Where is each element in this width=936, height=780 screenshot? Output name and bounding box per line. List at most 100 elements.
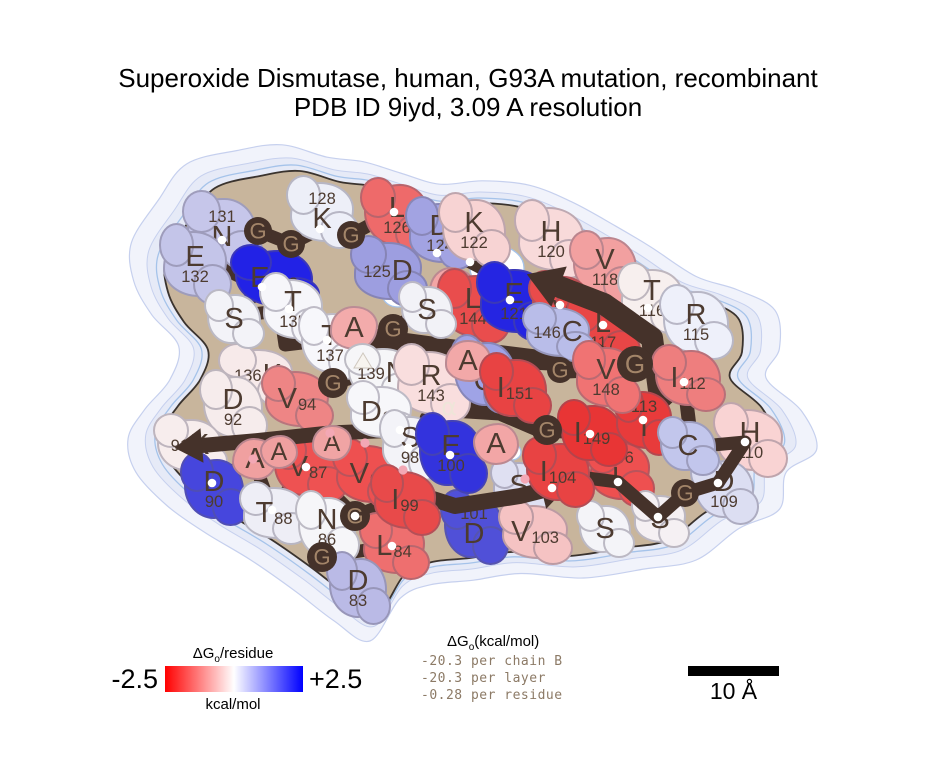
residue-blob-S: S [398, 280, 457, 340]
colorbar-title-suffix: /residue [219, 645, 274, 662]
residue-letter: L [594, 306, 612, 339]
residue-blob-E132: E 132 [159, 223, 233, 305]
residue-number: 125 [363, 263, 391, 282]
residue-number: 88 [274, 510, 293, 529]
residue-number: 110 [736, 443, 764, 462]
residue-letter: V [596, 353, 616, 386]
residue-blob-V103: V 103 [497, 499, 574, 565]
colorbar-title-sub: o [214, 654, 220, 665]
residue-number: 122 [460, 233, 488, 252]
residue-letter: D [360, 395, 382, 428]
residue-blob-V94: V 94 [261, 364, 335, 434]
residue-letter: D [347, 564, 369, 597]
residue-letter: L [611, 462, 629, 495]
residue-letter: R [420, 359, 442, 392]
residue-letter: L [388, 191, 406, 224]
residue-number: 149 [582, 430, 611, 449]
residue-letter: H [739, 416, 761, 449]
energy-line-chain: -20.3 per chain B [421, 654, 563, 669]
residue-number: 131 [208, 207, 236, 226]
residue-letter: N [316, 503, 338, 536]
residue-number: 109 [710, 492, 738, 511]
residue-letter: E [185, 240, 205, 273]
residue-blob-K128: K 128 [286, 175, 360, 249]
residue-number: 115 [682, 325, 710, 344]
residue-letter: V [595, 243, 615, 276]
residue-blob-D101: D 101 [440, 488, 509, 566]
residue-letter: K [312, 203, 332, 236]
residue-number: 132 [181, 267, 209, 286]
residue-number: 137 [316, 346, 344, 365]
residue-number: 90 [204, 492, 224, 511]
residue-letter: V [349, 457, 369, 490]
energy-title-prefix: ΔG [447, 633, 469, 650]
residue-letter: I [670, 361, 679, 394]
residue-letter: S [417, 293, 437, 326]
residue-letter: V [277, 382, 297, 415]
residue-number: 84 [393, 543, 412, 562]
residue-blob-I149: I 149 [557, 398, 628, 468]
residue-letter: I [391, 483, 400, 516]
residue-number: 128 [308, 189, 336, 208]
residue-letter: I [639, 411, 649, 444]
residue-letter: H [540, 215, 562, 248]
residue-letter: D [713, 465, 735, 498]
residue-blob-I112: I 112 [650, 343, 727, 413]
residue-letter: V [511, 515, 531, 548]
residue-letter: S [595, 512, 615, 545]
residue-number: 92 [223, 410, 243, 429]
residue-blob-I151: I 151 [479, 352, 553, 424]
residue-letter: S [224, 302, 244, 335]
residue-letter: I [539, 455, 548, 488]
residue-letter: T [643, 274, 661, 307]
residue-letter: A [486, 427, 506, 460]
figure-title: Superoxide Dismutase, human, G93A mutati… [0, 63, 936, 123]
title-line-2: PDB ID 9iyd, 3.09 A resolution [293, 92, 643, 123]
colorbar-title: ΔGo/residue [160, 645, 306, 665]
residue-letter: S [509, 469, 529, 502]
residue-blob-A: A [260, 435, 298, 469]
residue-number: 118 [591, 270, 619, 289]
residue-letter: L [376, 529, 393, 562]
energy-legend-title: ΔGo(kcal/mol) [447, 633, 539, 653]
residue-number: 148 [592, 380, 620, 399]
energy-legend-lines: -20.3 per chain B -20.3 per layer -0.28 … [421, 654, 563, 705]
residue-blob-V148: V 148 [572, 340, 641, 414]
residue-letter: S [650, 502, 670, 535]
residue-number: 99 [400, 497, 419, 516]
residue-letter: D [222, 383, 244, 416]
energy-title-suffix: (kcal/mol) [474, 633, 540, 650]
residue-blob-S: S [631, 489, 690, 549]
residue-blob-A: A [473, 423, 519, 465]
residue-letter: C [561, 315, 583, 348]
residue-number: 151 [505, 385, 534, 404]
residue-letter: A [344, 311, 364, 344]
residue-blob-D83: D 83 [325, 551, 392, 625]
residue-number: 146 [533, 324, 561, 343]
residue-number: 120 [537, 242, 565, 261]
residue-number: 100 [437, 456, 465, 475]
energy-line-layer: -20.3 per layer [421, 671, 546, 686]
residue-number: 83 [348, 591, 368, 610]
residue-letter: K [464, 206, 484, 239]
residue-number: 94 [297, 396, 317, 415]
residue-letter: T [255, 496, 274, 529]
residue-letter: A [323, 428, 341, 457]
residue-number: 112 [679, 375, 706, 394]
residue-blob-E100: E 100 [415, 412, 489, 494]
residue-letter: T [284, 285, 302, 318]
residue-letter: A [458, 344, 478, 377]
scale-bar-label: 10 Å [709, 678, 758, 704]
residue-letter: D [391, 254, 413, 287]
residue-letter: R [685, 298, 707, 331]
residue-number: 143 [417, 386, 445, 405]
residue-number: 87 [308, 464, 328, 483]
residue-blob-I99: I 99 [370, 464, 441, 536]
residue-number: 86 [317, 530, 337, 549]
residue-blob-K122: K 122 [438, 191, 512, 269]
residue-letter: D [203, 465, 225, 498]
residue-blob-N86: N 86 [294, 490, 361, 564]
residue-number: 101 [460, 504, 488, 523]
colorbar-gradient [165, 666, 303, 692]
